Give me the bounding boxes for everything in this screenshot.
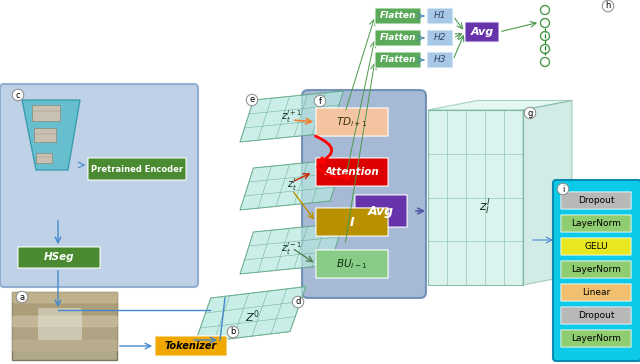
Text: f: f <box>319 96 321 106</box>
Text: LayerNorm: LayerNorm <box>571 334 621 343</box>
Text: Linear: Linear <box>582 288 610 297</box>
Polygon shape <box>22 100 80 170</box>
Text: a: a <box>19 293 24 301</box>
FancyBboxPatch shape <box>38 308 82 340</box>
FancyBboxPatch shape <box>427 52 453 68</box>
FancyBboxPatch shape <box>375 8 421 24</box>
Text: H2: H2 <box>434 33 446 43</box>
Text: LayerNorm: LayerNorm <box>571 219 621 228</box>
FancyBboxPatch shape <box>375 52 421 68</box>
FancyBboxPatch shape <box>316 158 388 186</box>
Text: c: c <box>16 91 20 99</box>
FancyBboxPatch shape <box>561 192 631 209</box>
Text: $z_l^l$: $z_l^l$ <box>479 197 491 216</box>
Text: GELU: GELU <box>584 242 608 251</box>
Text: Pretrained Encoder: Pretrained Encoder <box>91 165 183 174</box>
Text: b: b <box>230 328 236 336</box>
Text: LayerNorm: LayerNorm <box>571 265 621 274</box>
Text: $z_t^{l-1}$: $z_t^{l-1}$ <box>281 240 303 257</box>
Text: Avg: Avg <box>470 27 493 37</box>
Text: H3: H3 <box>434 55 446 64</box>
FancyBboxPatch shape <box>553 180 640 361</box>
FancyBboxPatch shape <box>561 307 631 324</box>
Text: Flatten: Flatten <box>380 12 416 20</box>
FancyBboxPatch shape <box>88 158 186 180</box>
Text: e: e <box>250 95 255 104</box>
Text: d: d <box>295 297 301 306</box>
FancyBboxPatch shape <box>355 195 407 227</box>
FancyBboxPatch shape <box>34 128 56 142</box>
FancyBboxPatch shape <box>375 30 421 46</box>
Text: Dropout: Dropout <box>578 196 614 205</box>
Text: h: h <box>605 1 611 11</box>
FancyBboxPatch shape <box>316 208 388 236</box>
Text: I: I <box>349 215 355 229</box>
FancyBboxPatch shape <box>316 108 388 136</box>
Text: Dropout: Dropout <box>578 311 614 320</box>
Text: HSeg: HSeg <box>44 253 74 262</box>
FancyBboxPatch shape <box>561 284 631 301</box>
FancyBboxPatch shape <box>561 238 631 255</box>
FancyBboxPatch shape <box>561 261 631 278</box>
Text: g: g <box>527 108 532 118</box>
Text: $z_t^{l+1}$: $z_t^{l+1}$ <box>281 108 303 125</box>
Text: Tokenizer: Tokenizer <box>165 341 217 351</box>
FancyBboxPatch shape <box>465 22 499 42</box>
FancyBboxPatch shape <box>0 84 198 287</box>
Polygon shape <box>428 100 572 110</box>
Polygon shape <box>240 223 344 274</box>
Text: $z_t^{l}$: $z_t^{l}$ <box>287 176 297 193</box>
FancyBboxPatch shape <box>316 250 388 278</box>
FancyBboxPatch shape <box>427 8 453 24</box>
FancyBboxPatch shape <box>36 153 52 163</box>
FancyBboxPatch shape <box>561 215 631 232</box>
Text: H1: H1 <box>434 12 446 20</box>
FancyBboxPatch shape <box>427 30 453 46</box>
Text: Flatten: Flatten <box>380 33 416 43</box>
Text: $Z^0$: $Z^0$ <box>245 309 260 325</box>
Polygon shape <box>523 100 572 285</box>
FancyBboxPatch shape <box>561 330 631 347</box>
FancyBboxPatch shape <box>18 247 100 268</box>
Text: Flatten: Flatten <box>380 55 416 64</box>
Text: i: i <box>562 185 564 194</box>
Polygon shape <box>240 159 344 210</box>
Text: Avg: Avg <box>368 205 394 218</box>
FancyBboxPatch shape <box>12 292 117 360</box>
Polygon shape <box>195 286 306 343</box>
Text: $BU_{l-1}$: $BU_{l-1}$ <box>336 257 368 271</box>
FancyBboxPatch shape <box>302 90 426 298</box>
Text: Attention: Attention <box>324 167 380 177</box>
FancyBboxPatch shape <box>155 336 227 356</box>
Polygon shape <box>240 91 344 142</box>
FancyBboxPatch shape <box>32 105 60 121</box>
Text: $TD_{l+1}$: $TD_{l+1}$ <box>337 115 367 129</box>
Polygon shape <box>428 110 523 285</box>
